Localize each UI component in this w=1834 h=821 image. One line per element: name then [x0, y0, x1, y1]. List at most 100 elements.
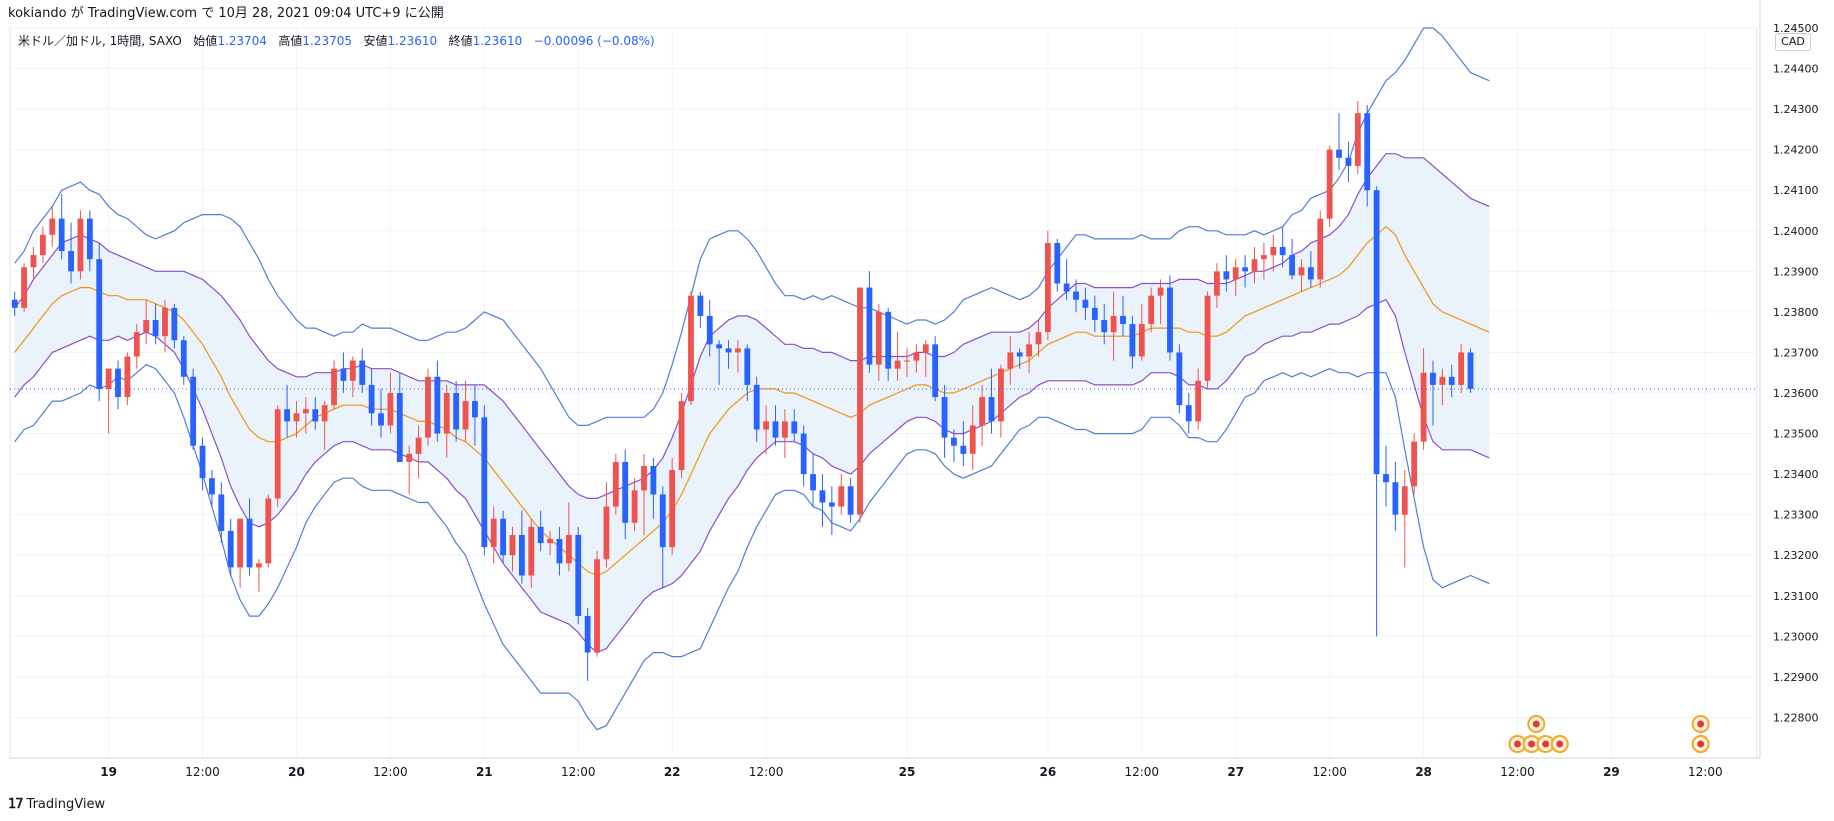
x-tick-label: 12:00: [1500, 765, 1535, 779]
candle-body: [1185, 405, 1192, 422]
candle-body: [951, 437, 957, 446]
candle-body: [143, 320, 150, 333]
bollinger-middle: [14, 225, 1490, 577]
candle-body: [58, 218, 65, 252]
x-tick-label: 27: [1227, 765, 1244, 779]
y-tick-label: 1.24300: [1773, 103, 1819, 116]
candle-body: [1007, 352, 1014, 369]
candle-body: [706, 315, 713, 345]
candle-body: [443, 393, 450, 434]
legend-high-value: 1.23705: [302, 34, 353, 48]
candle-body: [1044, 242, 1051, 333]
candle-body: [969, 425, 976, 454]
candle-body: [575, 534, 582, 617]
y-tick-label: 1.23300: [1773, 509, 1819, 522]
candle-body: [1279, 247, 1286, 256]
candle-body: [744, 348, 751, 385]
footer: 𝟣𝟩 TradingView: [8, 796, 105, 814]
legend-close-label: 終値: [448, 34, 473, 48]
tradingview-logo-icon: 𝟣𝟩: [8, 797, 24, 812]
candle-body: [490, 518, 497, 548]
candle-body: [1120, 315, 1126, 325]
candle-body: [894, 360, 901, 369]
candle-body: [1167, 287, 1173, 353]
candle-body: [1054, 242, 1061, 284]
candle-body: [406, 453, 413, 462]
candle-body: [1439, 376, 1446, 385]
candle-body: [641, 466, 647, 491]
candle-body: [735, 348, 741, 353]
candle-body: [481, 417, 488, 548]
footer-brand: TradingView: [26, 797, 106, 812]
candle-body: [556, 539, 563, 564]
candle-body: [725, 348, 732, 353]
candle-body: [612, 461, 619, 507]
event-flag-dot-icon: [1542, 740, 1550, 748]
candle-body: [1430, 372, 1436, 385]
candle-body: [885, 311, 892, 369]
candle-body: [265, 498, 272, 564]
candle-body: [565, 534, 572, 564]
candle-body: [434, 376, 441, 434]
candle-body: [425, 376, 431, 438]
candle-body: [396, 393, 403, 462]
candle-body: [415, 437, 422, 454]
y-tick-label: 1.24400: [1773, 63, 1819, 76]
candle-body: [1420, 372, 1427, 442]
candle-body: [293, 413, 300, 422]
y-tick-label: 1.23000: [1773, 630, 1819, 643]
candle-body: [1129, 324, 1136, 357]
candle-body: [866, 287, 873, 365]
bollinger-upper-1sd: [14, 153, 1490, 499]
event-flag-dot-icon: [1697, 720, 1705, 728]
candle-body: [199, 445, 206, 479]
candle-body: [387, 393, 394, 426]
y-tick-label: 1.24000: [1773, 225, 1819, 238]
chart-frame[interactable]: 1.22800 1.22900 1.23000 1.23100 1.23200 1.233…: [0, 0, 1834, 790]
candle-body: [1354, 113, 1361, 166]
candlestick-chart[interactable]: 1.22800 1.22900 1.23000 1.23100 1.23200 1.233…: [0, 0, 1834, 790]
candle-body: [190, 376, 197, 446]
candle-body: [1345, 157, 1352, 166]
candle-body: [1214, 271, 1220, 296]
candle-body: [800, 433, 807, 475]
candle-body: [255, 563, 262, 568]
candle-body: [1411, 441, 1418, 487]
x-tick-label: 12:00: [1124, 765, 1159, 779]
y-tick-label: 1.23100: [1773, 590, 1819, 603]
candle-body: [753, 384, 760, 430]
candle-body: [603, 506, 610, 560]
y-tick-label: 1.23700: [1773, 346, 1819, 359]
candle-body: [584, 616, 591, 653]
y-tick-label: 1.24200: [1773, 144, 1819, 157]
candle-body: [1148, 295, 1155, 325]
candle-body: [650, 466, 657, 495]
event-flag-dot-icon: [1697, 740, 1705, 748]
candle-body: [594, 559, 600, 653]
candle-body: [1383, 474, 1389, 483]
candle-body: [857, 287, 863, 515]
candle-body: [349, 360, 356, 381]
x-tick-label: 25: [899, 765, 916, 779]
event-flag-dot-icon: [1528, 740, 1536, 748]
candle-body: [30, 255, 37, 268]
legend-low-value: 1.23610: [387, 34, 438, 48]
candle-body: [1073, 291, 1079, 300]
candle-body: [979, 397, 986, 426]
currency-badge[interactable]: CAD: [1775, 33, 1811, 51]
y-tick-label: 1.22800: [1773, 711, 1819, 724]
candle-body: [1016, 352, 1023, 357]
candle-body: [819, 490, 826, 503]
legend-change-value: −0.00096 (−0.08%): [533, 34, 655, 48]
x-tick-label: 12:00: [373, 765, 408, 779]
candle-body: [152, 320, 159, 337]
candle-body: [828, 502, 835, 507]
candle-body: [1026, 344, 1032, 357]
candle-body: [96, 259, 103, 389]
x-tick-label: 22: [664, 765, 681, 779]
y-tick-label: 1.23500: [1773, 428, 1819, 441]
candle-body: [209, 478, 215, 495]
candle-body: [1373, 190, 1380, 475]
candle-body: [537, 526, 544, 544]
candle-body: [631, 490, 638, 523]
